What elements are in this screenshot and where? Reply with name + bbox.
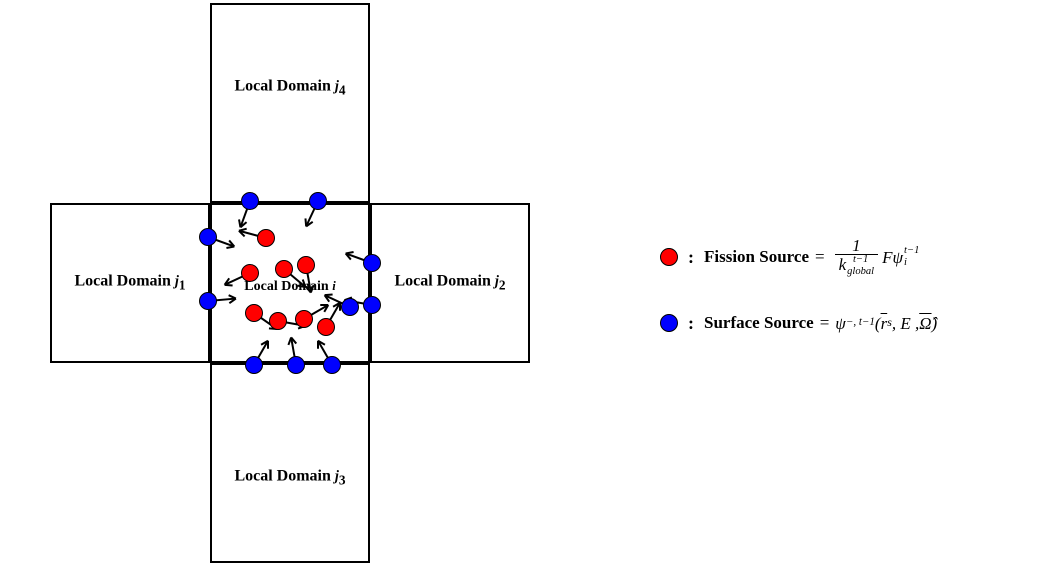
direction-arrow	[0, 0, 1, 1]
surface-source-dot	[323, 356, 341, 374]
surface-source-dot	[241, 192, 259, 210]
direction-arrow	[0, 0, 1, 1]
local-domain-j2-label: Local Domain j2	[394, 272, 505, 293]
fission-source-dot	[269, 312, 287, 330]
fission-source-dot	[257, 229, 275, 247]
fission-source-dot	[317, 318, 335, 336]
direction-arrow	[0, 0, 1, 1]
direction-arrow	[0, 0, 1, 1]
local-domain-j3-box	[210, 363, 370, 563]
direction-arrow	[0, 0, 1, 1]
direction-arrow	[0, 0, 1, 1]
direction-arrow	[0, 0, 1, 1]
surface-source-dot	[245, 356, 263, 374]
fission-source-dot	[241, 264, 259, 282]
legend-surface-formula: ψ−, t−1 (rs , E , Ω̂)	[835, 315, 937, 332]
fission-source-dot	[245, 304, 263, 322]
direction-arrow	[0, 0, 1, 1]
direction-arrow	[0, 0, 1, 1]
legend-colon: :	[688, 313, 694, 334]
local-domain-j3-label: Local Domain j3	[234, 467, 345, 488]
legend-fission-label: Fission Source	[704, 247, 809, 267]
equals-sign: =	[815, 247, 825, 267]
legend-colon: :	[688, 247, 694, 268]
diagram-stage: Local Domain j4 Local Domain j3 Local Do…	[0, 0, 1062, 567]
fission-source-dot	[297, 256, 315, 274]
legend-surface-dot	[660, 314, 678, 332]
direction-arrow	[0, 0, 1, 1]
surface-source-dot	[287, 356, 305, 374]
direction-arrow	[0, 0, 1, 1]
legend-fission-dot	[660, 248, 678, 266]
surface-source-dot	[363, 254, 381, 272]
legend-fission-formula: 1kt−1global Fψt−1i	[831, 237, 920, 277]
direction-arrow	[0, 0, 1, 1]
surface-source-dot	[199, 228, 217, 246]
legend-surface-label: Surface Source	[704, 313, 814, 333]
surface-source-dot	[309, 192, 327, 210]
local-domain-i-label: Local Domain i	[244, 279, 335, 295]
direction-arrow	[0, 0, 1, 1]
direction-arrow	[0, 0, 1, 1]
fission-source-dot	[295, 310, 313, 328]
surface-source-dot	[341, 298, 359, 316]
equals-sign: =	[820, 313, 830, 333]
legend-surface-row: : Surface Source = ψ−, t−1 (rs , E , Ω̂)	[660, 301, 1040, 345]
legend-fission-row: : Fission Source = 1kt−1global Fψt−1i	[660, 235, 1040, 279]
surface-source-dot	[363, 296, 381, 314]
local-domain-j4-box	[210, 3, 370, 203]
direction-arrow	[0, 0, 1, 1]
local-domain-j1-label: Local Domain j1	[74, 272, 185, 293]
local-domain-j4-label: Local Domain j4	[234, 77, 345, 98]
direction-arrow	[0, 0, 1, 1]
surface-source-dot	[199, 292, 217, 310]
legend: : Fission Source = 1kt−1global Fψt−1i : …	[660, 235, 1040, 367]
direction-arrow	[0, 0, 1, 1]
direction-arrow	[0, 0, 1, 1]
fission-source-dot	[275, 260, 293, 278]
